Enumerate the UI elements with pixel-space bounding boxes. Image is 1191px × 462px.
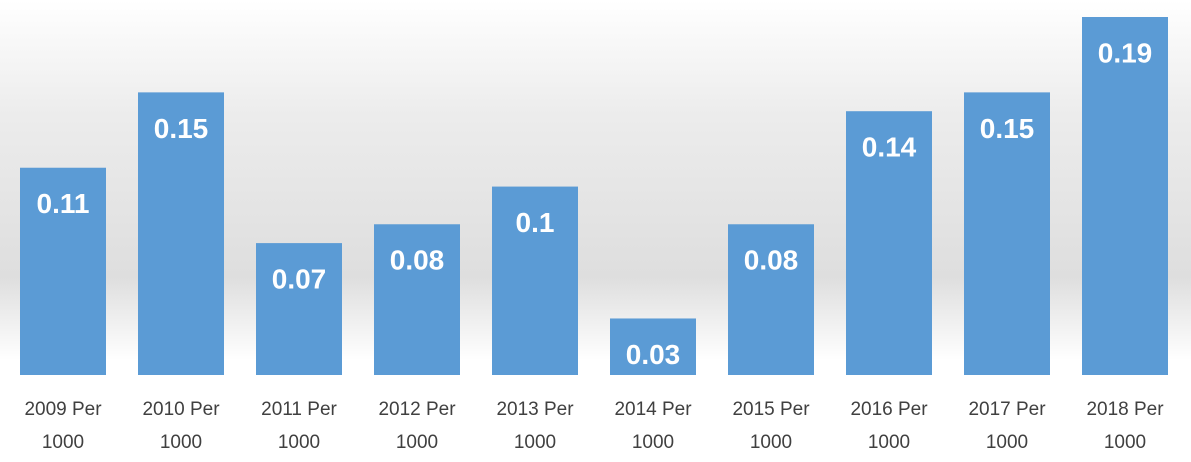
data-label: 0.08 <box>390 245 445 276</box>
bar <box>846 111 932 376</box>
data-label: 0.08 <box>744 245 799 276</box>
x-tick-label: 2015 Per 1000 <box>732 399 810 453</box>
data-label: 0.11 <box>37 188 90 219</box>
x-tick-label: 2010 Per 1000 <box>142 399 220 453</box>
data-label: 0.03 <box>626 339 681 370</box>
x-tick-label: 2012 Per 1000 <box>378 399 456 453</box>
data-label: 0.1 <box>516 207 555 238</box>
x-tick-label: 2013 Per 1000 <box>496 399 574 453</box>
bar <box>610 318 696 375</box>
bar <box>492 186 578 375</box>
x-tick-label: 2011 Per 1000 <box>261 399 337 453</box>
bar <box>138 92 224 376</box>
x-tick-label: 2016 Per 1000 <box>850 399 928 453</box>
x-tick-label: 2014 Per 1000 <box>614 399 692 453</box>
data-label: 0.15 <box>154 113 209 144</box>
data-label: 0.14 <box>862 132 917 163</box>
bar <box>256 243 342 375</box>
bar <box>1082 17 1168 375</box>
x-tick-label: 2018 Per 1000 <box>1086 399 1164 453</box>
bar <box>20 167 106 375</box>
data-label: 0.07 <box>272 263 327 294</box>
bar <box>728 224 814 375</box>
bar <box>964 92 1050 376</box>
x-tick-label: 2009 Per 1000 <box>24 399 102 453</box>
data-label: 0.15 <box>980 113 1035 144</box>
x-tick-label: 2017 Per 1000 <box>968 399 1046 453</box>
data-label: 0.19 <box>1098 37 1153 68</box>
bar <box>374 224 460 375</box>
